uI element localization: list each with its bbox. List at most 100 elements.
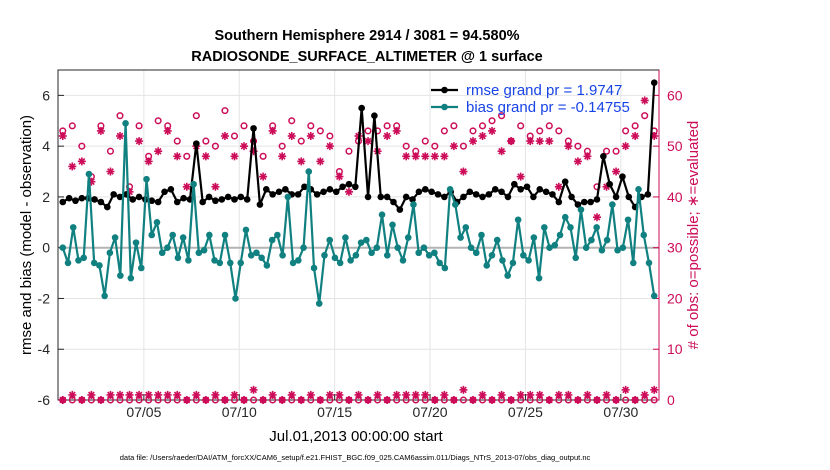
rmse-point bbox=[256, 201, 264, 208]
bias-point bbox=[472, 249, 480, 257]
bias-point bbox=[462, 224, 470, 231]
obs-evaluated-point bbox=[488, 126, 497, 135]
obs-evaluated-point bbox=[87, 390, 96, 399]
rmse-point bbox=[339, 183, 346, 191]
rmse-point bbox=[402, 193, 410, 201]
y-right-tick-label: 0 bbox=[667, 392, 675, 408]
rmse-point bbox=[116, 193, 124, 201]
obs-possible-point bbox=[116, 112, 124, 120]
obs-evaluated-point bbox=[583, 390, 592, 399]
rmse-point bbox=[421, 186, 429, 193]
rmse-series bbox=[59, 79, 658, 213]
obs-possible-point bbox=[68, 122, 76, 130]
bias-point bbox=[295, 257, 302, 264]
bias-point bbox=[284, 193, 292, 201]
bias-point bbox=[247, 252, 255, 259]
obs-evaluated-point bbox=[163, 126, 172, 135]
rmse-point bbox=[619, 173, 626, 180]
obs-evaluated-point bbox=[478, 390, 487, 399]
obs-evaluated-point bbox=[545, 137, 554, 146]
obs-evaluated-point bbox=[211, 182, 220, 191]
bias-point bbox=[101, 292, 108, 300]
bias-point bbox=[441, 264, 449, 272]
obs-evaluated-point bbox=[430, 396, 439, 404]
obs-possible-point bbox=[459, 142, 467, 150]
plot-area bbox=[57, 69, 660, 401]
bias-point bbox=[148, 231, 156, 239]
obs-evaluated-point bbox=[125, 390, 134, 399]
bias-point bbox=[614, 246, 621, 254]
y-left-tick-label: -4 bbox=[38, 341, 51, 357]
obs-possible-point bbox=[106, 147, 115, 155]
data-file-footnote: data file: /Users/raeder/DAI/ATM_forcXX/… bbox=[120, 453, 591, 462]
obs-evaluated-point bbox=[268, 126, 277, 135]
bias-point bbox=[624, 216, 632, 224]
bias-point bbox=[420, 244, 428, 251]
rmse-point bbox=[650, 79, 658, 86]
legend-rmse-marker bbox=[441, 86, 448, 94]
obs-evaluated-point bbox=[144, 390, 153, 399]
obs-possible-point bbox=[602, 147, 611, 155]
bias-point bbox=[169, 231, 176, 239]
obs-possible-point bbox=[240, 122, 248, 130]
obs-possible-point bbox=[135, 122, 143, 130]
obs-possible-point bbox=[326, 132, 334, 140]
rmse-point bbox=[269, 191, 276, 198]
rmse-point bbox=[103, 203, 111, 211]
bias-point bbox=[567, 224, 574, 231]
rmse-point bbox=[364, 193, 372, 201]
obs-possible-point bbox=[459, 396, 467, 404]
obs-evaluated-point bbox=[135, 390, 144, 399]
bias-point bbox=[122, 120, 129, 127]
obs-evaluated-point bbox=[240, 142, 249, 151]
grid bbox=[58, 70, 659, 401]
bias-point bbox=[190, 180, 197, 188]
bias-point bbox=[493, 236, 501, 244]
bias-point bbox=[64, 259, 72, 267]
obs-possible-point bbox=[402, 142, 410, 150]
obs-evaluated-point bbox=[612, 167, 621, 176]
obs-possible-point bbox=[288, 117, 296, 125]
bias-point bbox=[352, 252, 360, 259]
rmse-point bbox=[250, 125, 257, 132]
obs-evaluated-point bbox=[392, 126, 401, 135]
rmse-point bbox=[466, 188, 474, 196]
obs-evaluated-point bbox=[592, 213, 601, 222]
obs-evaluated-point bbox=[392, 390, 401, 399]
obs-evaluated-point bbox=[116, 390, 125, 399]
rmse-point bbox=[167, 186, 175, 193]
bias-point bbox=[331, 254, 339, 262]
obs-evaluated-point bbox=[631, 396, 640, 404]
bias-point bbox=[394, 244, 402, 251]
rmse-point bbox=[352, 183, 359, 191]
rmse-point bbox=[441, 193, 448, 201]
obs-evaluated-point bbox=[77, 396, 86, 404]
obs-evaluated-point bbox=[364, 396, 373, 404]
y-right-tick-label: 50 bbox=[667, 138, 683, 154]
bias-point bbox=[158, 249, 166, 257]
obs-evaluated-point bbox=[201, 396, 210, 404]
bias-point bbox=[111, 234, 119, 241]
rmse-point bbox=[574, 201, 582, 208]
obs-evaluated-point bbox=[278, 396, 287, 404]
rmse-point bbox=[313, 191, 321, 198]
rmse-point bbox=[326, 186, 334, 193]
bias-point bbox=[90, 259, 98, 267]
bias-point bbox=[258, 254, 265, 262]
bias-point bbox=[137, 264, 145, 272]
bias-point bbox=[452, 201, 459, 208]
bias-point bbox=[645, 259, 653, 267]
y-right-tick-label: 60 bbox=[667, 87, 683, 103]
bias-point bbox=[404, 234, 412, 241]
y-right-tick-label: 10 bbox=[667, 341, 683, 357]
obs-possible-point bbox=[641, 112, 649, 120]
rmse-point bbox=[59, 198, 67, 206]
obs-evaluated-point bbox=[621, 142, 630, 151]
obs-evaluated-point bbox=[163, 390, 172, 399]
obs-evaluated-point bbox=[230, 390, 239, 399]
bias-point bbox=[216, 259, 224, 267]
rmse-point bbox=[332, 188, 340, 196]
obs-evaluated-point bbox=[106, 390, 115, 399]
bias-point bbox=[530, 234, 538, 241]
obs-evaluated-point bbox=[240, 396, 249, 404]
